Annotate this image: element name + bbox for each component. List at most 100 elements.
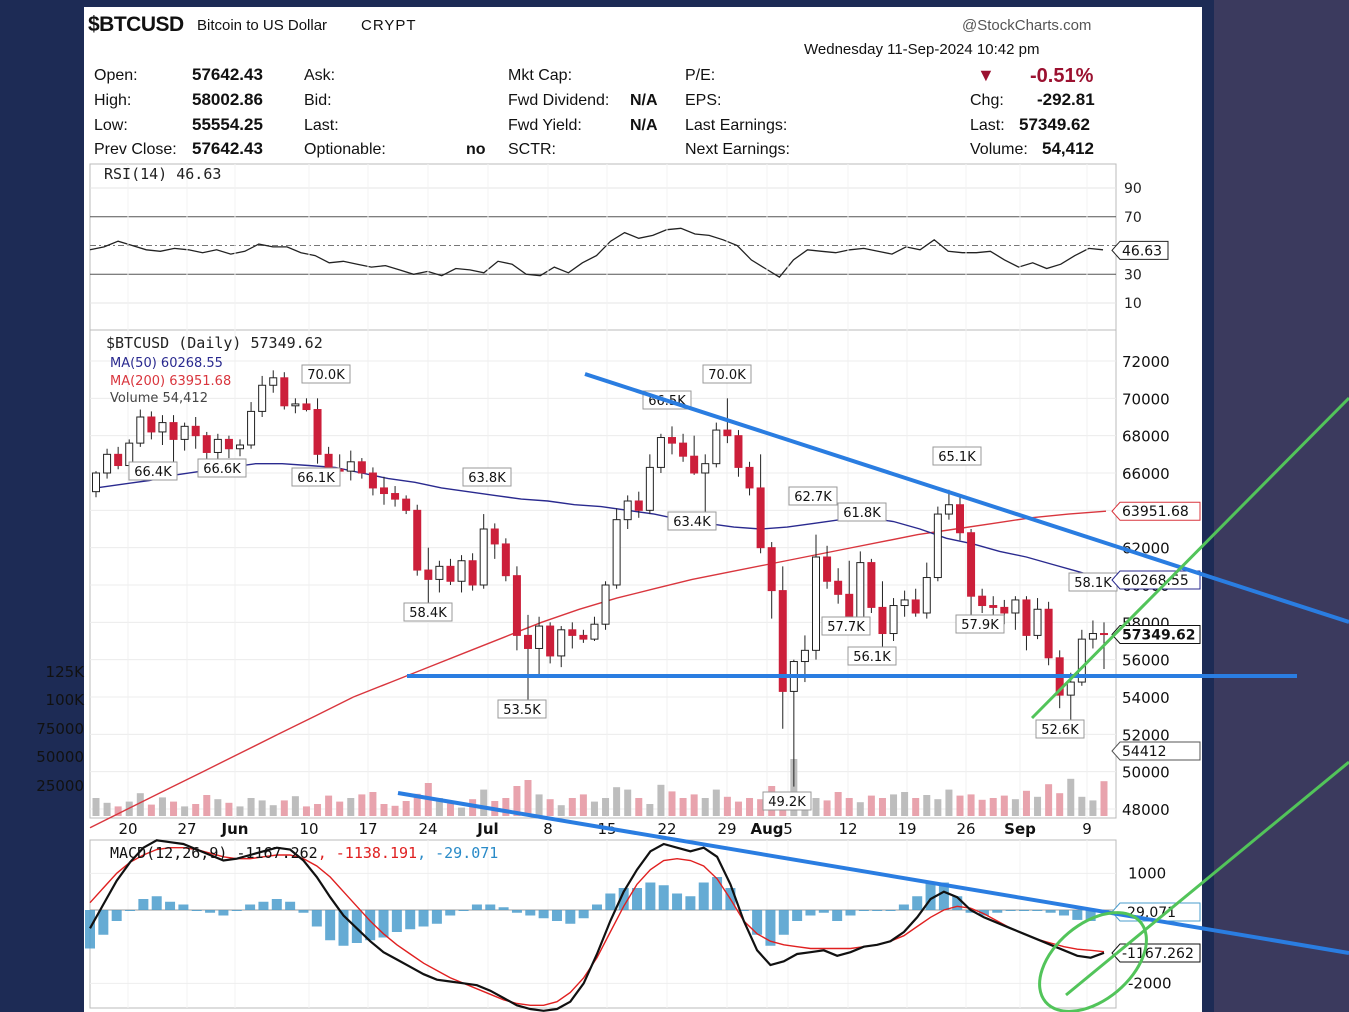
svg-text:66.4K: 66.4K: [134, 465, 172, 480]
candle: [546, 622, 555, 664]
price-annotation: 63.4K: [667, 511, 717, 531]
macd-hist-bar: [298, 910, 309, 913]
date-label: 12: [838, 820, 857, 838]
candle: [446, 558, 455, 585]
candle-body: [900, 599, 909, 607]
candle-body: [668, 437, 676, 444]
high-label: High:: [94, 92, 132, 109]
svg-text:46.63: 46.63: [1122, 243, 1162, 259]
macd-hist-bar: [952, 896, 963, 910]
volume-tick: 100K: [46, 691, 86, 709]
volume-bar: [867, 795, 875, 816]
fwd-yield-value: N/A: [630, 117, 658, 134]
volume-bar: [1078, 796, 1086, 816]
candle-body: [535, 625, 544, 649]
svg-text:63.4K: 63.4K: [673, 515, 711, 530]
candle: [402, 495, 411, 515]
volume-bar: [181, 806, 189, 816]
candle-body: [867, 562, 876, 608]
candle-body: [424, 569, 433, 580]
macd-hist-bar: [165, 901, 176, 910]
macd-hist-bar: [858, 910, 869, 911]
volume-bar: [668, 791, 676, 816]
volume-bar: [302, 806, 310, 816]
candle-body: [568, 629, 577, 636]
macd-hist-bar: [992, 910, 1003, 913]
volume-bar: [314, 804, 322, 816]
macd-hist-bar: [391, 910, 402, 932]
rsi-line: [89, 227, 1104, 278]
volume-bar: [901, 792, 909, 816]
candle-body: [1077, 638, 1086, 683]
macd-hist-bar: [431, 910, 442, 924]
candle: [380, 476, 388, 505]
volume-bar: [391, 805, 399, 816]
price-annotation: 58.1K: [1068, 572, 1118, 592]
date-label: 10: [299, 820, 318, 838]
candle-body: [557, 629, 566, 657]
macd-frame: [89, 839, 1117, 1009]
candle: [756, 454, 765, 554]
candle-body: [1088, 633, 1097, 640]
candle-body: [656, 437, 665, 468]
price-annotation: 66.4K: [128, 461, 178, 481]
candle: [933, 506, 942, 582]
macd-hist-bar: [1005, 910, 1016, 911]
candle: [247, 402, 256, 449]
candle: [967, 529, 976, 619]
high-value: 58002.86: [192, 90, 263, 109]
volume-bar: [446, 803, 454, 816]
price-annotation: 53.5K: [497, 699, 547, 719]
macd-hist-bar: [338, 910, 349, 946]
volume-bar: [690, 794, 698, 816]
candle: [1033, 598, 1042, 640]
price-tick: 50000: [1122, 764, 1170, 782]
candle-body: [978, 595, 987, 607]
down-triangle-icon: ▼: [977, 65, 995, 85]
macd-hist-bar: [1072, 910, 1083, 920]
candle: [1011, 596, 1020, 630]
volume-bar: [524, 780, 532, 816]
price-annotation: 49.2K: [762, 791, 812, 811]
rsi-tick: 10: [1124, 296, 1142, 312]
volume-bar: [945, 789, 953, 816]
candle-body: [634, 500, 643, 511]
macd-hist-bar: [938, 882, 949, 910]
fwd-dividend-value: N/A: [630, 92, 658, 109]
candle: [1088, 620, 1097, 649]
price-annotation: 66.6K: [197, 458, 247, 478]
candle-body: [756, 487, 765, 549]
candle: [922, 562, 931, 619]
candle: [701, 454, 710, 522]
svg-text:58.4K: 58.4K: [409, 606, 447, 621]
candle: [690, 435, 699, 475]
volume-bar: [92, 798, 100, 816]
volume-bar: [236, 806, 244, 816]
volume-bar: [967, 794, 975, 816]
volume-bar: [192, 804, 200, 816]
svg-text:-1167.262: -1167.262: [1122, 946, 1194, 962]
candle-body: [690, 455, 699, 474]
candle: [712, 422, 721, 468]
brand-logo[interactable]: @StockCharts.com: [962, 17, 1092, 34]
svg-text:62.7K: 62.7K: [794, 490, 832, 505]
price-annotation: 66.1K: [291, 467, 341, 487]
candle-body: [590, 623, 599, 640]
volume-tick: 50000: [36, 748, 84, 766]
volume-bar: [546, 799, 554, 816]
volume-bar: [402, 801, 410, 816]
candle-body: [512, 575, 521, 636]
price-annotation: 56.1K: [847, 646, 897, 666]
candle-body: [823, 556, 832, 582]
stockcharts-chart: $BTCUSD Bitcoin to US Dollar CRYPT @Stoc…: [84, 7, 1202, 1012]
candle-body: [224, 438, 233, 450]
prev-close-value: 57642.43: [192, 139, 263, 158]
candle: [568, 622, 577, 649]
volume-bar: [247, 798, 255, 816]
candle: [457, 555, 466, 593]
volume-bar: [878, 798, 886, 816]
candle-body: [324, 453, 333, 470]
open-label: Open:: [94, 67, 138, 84]
candle-body: [236, 444, 244, 450]
svg-text:57349.62: 57349.62: [1122, 627, 1196, 643]
